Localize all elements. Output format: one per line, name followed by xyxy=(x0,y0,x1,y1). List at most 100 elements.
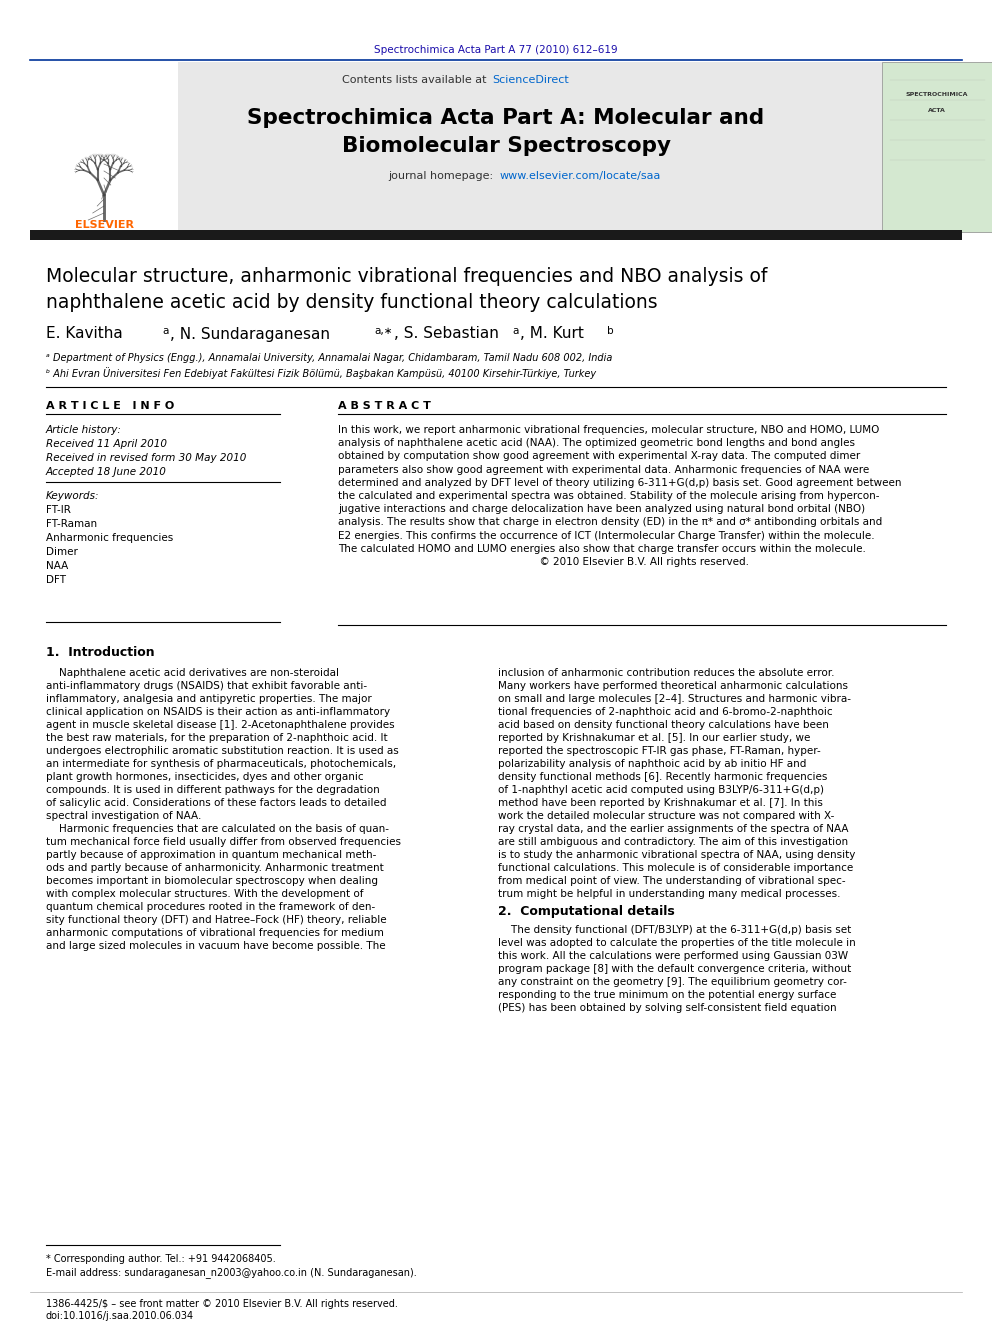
Text: inclusion of anharmonic contribution reduces the absolute error.: inclusion of anharmonic contribution red… xyxy=(498,668,834,677)
Text: any constraint on the geometry [9]. The equilibrium geometry cor-: any constraint on the geometry [9]. The … xyxy=(498,976,847,987)
Text: Dimer: Dimer xyxy=(46,546,78,557)
Text: is to study the anharmonic vibrational spectra of NAA, using density: is to study the anharmonic vibrational s… xyxy=(498,849,855,860)
Text: The calculated HOMO and LUMO energies also show that charge transfer occurs with: The calculated HOMO and LUMO energies al… xyxy=(338,544,866,554)
Bar xyxy=(30,62,178,232)
Text: acid based on density functional theory calculations have been: acid based on density functional theory … xyxy=(498,720,829,730)
Bar xyxy=(882,62,992,232)
Text: spectral investigation of NAA.: spectral investigation of NAA. xyxy=(46,811,201,822)
Text: the best raw materials, for the preparation of 2-naphthoic acid. It: the best raw materials, for the preparat… xyxy=(46,733,388,744)
Text: journal homepage:: journal homepage: xyxy=(388,171,497,181)
Text: a: a xyxy=(162,325,169,336)
Text: 1.  Introduction: 1. Introduction xyxy=(46,647,155,659)
Text: 2.  Computational details: 2. Computational details xyxy=(498,905,675,918)
Text: , M. Kurt: , M. Kurt xyxy=(520,327,584,341)
Text: quantum chemical procedures rooted in the framework of den-: quantum chemical procedures rooted in th… xyxy=(46,902,375,912)
Text: (PES) has been obtained by solving self-consistent field equation: (PES) has been obtained by solving self-… xyxy=(498,1003,836,1013)
Text: , S. Sebastian: , S. Sebastian xyxy=(394,327,499,341)
Text: Spectrochimica Acta Part A: Molecular and: Spectrochimica Acta Part A: Molecular an… xyxy=(247,108,765,128)
Text: of 1-naphthyl acetic acid computed using B3LYP/6-311+G(d,p): of 1-naphthyl acetic acid computed using… xyxy=(498,785,824,795)
Text: Biomolecular Spectroscopy: Biomolecular Spectroscopy xyxy=(341,136,671,156)
Text: Received in revised form 30 May 2010: Received in revised form 30 May 2010 xyxy=(46,452,246,463)
Text: plant growth hormones, insecticides, dyes and other organic: plant growth hormones, insecticides, dye… xyxy=(46,773,364,782)
Text: program package [8] with the default convergence criteria, without: program package [8] with the default con… xyxy=(498,964,851,974)
Text: tional frequencies of 2-naphthoic acid and 6-bromo-2-naphthoic: tional frequencies of 2-naphthoic acid a… xyxy=(498,706,832,717)
Text: partly because of approximation in quantum mechanical meth-: partly because of approximation in quant… xyxy=(46,849,376,860)
Text: Molecular structure, anharmonic vibrational frequencies and NBO analysis of: Molecular structure, anharmonic vibratio… xyxy=(46,266,768,286)
Text: obtained by computation show good agreement with experimental X-ray data. The co: obtained by computation show good agreem… xyxy=(338,451,860,462)
Text: , N. Sundaraganesan: , N. Sundaraganesan xyxy=(170,327,330,341)
Text: responding to the true minimum on the potential energy surface: responding to the true minimum on the po… xyxy=(498,990,836,1000)
Text: ᵇ Ahi Evran Üniversitesi Fen Edebiyat Fakültesi Fizik Bölümü, Başbakan Kampüsü, : ᵇ Ahi Evran Üniversitesi Fen Edebiyat Fa… xyxy=(46,366,596,378)
Text: E. Kavitha: E. Kavitha xyxy=(46,327,123,341)
Text: clinical application on NSAIDS is their action as anti-inflammatory: clinical application on NSAIDS is their … xyxy=(46,706,390,717)
Text: Accepted 18 June 2010: Accepted 18 June 2010 xyxy=(46,467,167,478)
Text: of salicylic acid. Considerations of these factors leads to detailed: of salicylic acid. Considerations of the… xyxy=(46,798,387,808)
Text: density functional methods [6]. Recently harmonic frequencies: density functional methods [6]. Recently… xyxy=(498,773,827,782)
Text: analysis of naphthalene acetic acid (NAA). The optimized geometric bond lengths : analysis of naphthalene acetic acid (NAA… xyxy=(338,438,855,448)
Text: anharmonic computations of vibrational frequencies for medium: anharmonic computations of vibrational f… xyxy=(46,927,384,938)
Text: b: b xyxy=(607,325,614,336)
Text: on small and large molecules [2–4]. Structures and harmonic vibra-: on small and large molecules [2–4]. Stru… xyxy=(498,695,851,704)
Text: a,∗: a,∗ xyxy=(374,325,393,336)
Text: E-mail address: sundaraganesan_n2003@yahoo.co.in (N. Sundaraganesan).: E-mail address: sundaraganesan_n2003@yah… xyxy=(46,1267,417,1278)
Text: NAA: NAA xyxy=(46,561,68,572)
Text: inflammatory, analgesia and antipyretic properties. The major: inflammatory, analgesia and antipyretic … xyxy=(46,695,372,704)
Text: level was adopted to calculate the properties of the title molecule in: level was adopted to calculate the prope… xyxy=(498,938,856,949)
Text: an intermediate for synthesis of pharmaceuticals, photochemicals,: an intermediate for synthesis of pharmac… xyxy=(46,759,396,769)
Text: becomes important in biomolecular spectroscopy when dealing: becomes important in biomolecular spectr… xyxy=(46,876,378,886)
Text: A R T I C L E   I N F O: A R T I C L E I N F O xyxy=(46,401,175,411)
Text: reported the spectroscopic FT-IR gas phase, FT-Raman, hyper-: reported the spectroscopic FT-IR gas pha… xyxy=(498,746,820,755)
Text: Contents lists available at: Contents lists available at xyxy=(342,75,490,85)
Text: ᵃ Department of Physics (Engg.), Annamalai University, Annamalai Nagar, Chidamba: ᵃ Department of Physics (Engg.), Annamal… xyxy=(46,353,612,363)
Text: compounds. It is used in different pathways for the degradation: compounds. It is used in different pathw… xyxy=(46,785,380,795)
Text: parameters also show good agreement with experimental data. Anharmonic frequenci: parameters also show good agreement with… xyxy=(338,464,869,475)
Text: FT-IR: FT-IR xyxy=(46,505,70,515)
Text: with complex molecular structures. With the development of: with complex molecular structures. With … xyxy=(46,889,363,900)
Text: work the detailed molecular structure was not compared with X-: work the detailed molecular structure wa… xyxy=(498,811,834,822)
Text: anti-inflammatory drugs (NSAIDS) that exhibit favorable anti-: anti-inflammatory drugs (NSAIDS) that ex… xyxy=(46,681,367,691)
Text: the calculated and experimental spectra was obtained. Stability of the molecule : the calculated and experimental spectra … xyxy=(338,491,880,501)
Text: undergoes electrophilic aromatic substitution reaction. It is used as: undergoes electrophilic aromatic substit… xyxy=(46,746,399,755)
Text: FT-Raman: FT-Raman xyxy=(46,519,97,529)
Text: analysis. The results show that charge in electron density (ED) in the π* and σ*: analysis. The results show that charge i… xyxy=(338,517,882,528)
Text: jugative interactions and charge delocalization have been analyzed using natural: jugative interactions and charge delocal… xyxy=(338,504,865,515)
Text: © 2010 Elsevier B.V. All rights reserved.: © 2010 Elsevier B.V. All rights reserved… xyxy=(338,557,749,568)
Text: 1386-4425/$ – see front matter © 2010 Elsevier B.V. All rights reserved.: 1386-4425/$ – see front matter © 2010 El… xyxy=(46,1299,398,1308)
Bar xyxy=(30,230,962,239)
Text: www.elsevier.com/locate/saa: www.elsevier.com/locate/saa xyxy=(500,171,662,181)
Text: are still ambiguous and contradictory. The aim of this investigation: are still ambiguous and contradictory. T… xyxy=(498,837,848,847)
Text: this work. All the calculations were performed using Gaussian 03W: this work. All the calculations were per… xyxy=(498,951,848,960)
Text: ray crystal data, and the earlier assignments of the spectra of NAA: ray crystal data, and the earlier assign… xyxy=(498,824,848,833)
Text: Spectrochimica Acta Part A 77 (2010) 612–619: Spectrochimica Acta Part A 77 (2010) 612… xyxy=(374,45,618,56)
Text: In this work, we report anharmonic vibrational frequencies, molecular structure,: In this work, we report anharmonic vibra… xyxy=(338,425,879,435)
Text: A B S T R A C T: A B S T R A C T xyxy=(338,401,431,411)
Text: and large sized molecules in vacuum have become possible. The: and large sized molecules in vacuum have… xyxy=(46,941,386,951)
Text: tum mechanical force field usually differ from observed frequencies: tum mechanical force field usually diffe… xyxy=(46,837,401,847)
Text: reported by Krishnakumar et al. [5]. In our earlier study, we: reported by Krishnakumar et al. [5]. In … xyxy=(498,733,810,744)
Text: sity functional theory (DFT) and Hatree–Fock (HF) theory, reliable: sity functional theory (DFT) and Hatree–… xyxy=(46,916,387,925)
Text: polarizability analysis of naphthoic acid by ab initio HF and: polarizability analysis of naphthoic aci… xyxy=(498,759,806,769)
Text: ELSEVIER: ELSEVIER xyxy=(74,220,134,230)
Text: ScienceDirect: ScienceDirect xyxy=(492,75,568,85)
Text: * Corresponding author. Tel.: +91 9442068405.: * Corresponding author. Tel.: +91 944206… xyxy=(46,1254,276,1263)
Text: Naphthalene acetic acid derivatives are non-steroidal: Naphthalene acetic acid derivatives are … xyxy=(46,668,339,677)
Text: method have been reported by Krishnakumar et al. [7]. In this: method have been reported by Krishnakuma… xyxy=(498,798,823,808)
Text: E2 energies. This confirms the occurrence of ICT (Intermolecular Charge Transfer: E2 energies. This confirms the occurrenc… xyxy=(338,531,875,541)
Text: Many workers have performed theoretical anharmonic calculations: Many workers have performed theoretical … xyxy=(498,681,848,691)
Text: agent in muscle skeletal disease [1]. 2-Acetonaphthalene provides: agent in muscle skeletal disease [1]. 2-… xyxy=(46,720,395,730)
Text: doi:10.1016/j.saa.2010.06.034: doi:10.1016/j.saa.2010.06.034 xyxy=(46,1311,194,1320)
Text: The density functional (DFT/B3LYP) at the 6-311+G(d,p) basis set: The density functional (DFT/B3LYP) at th… xyxy=(498,925,851,935)
Text: ACTA: ACTA xyxy=(929,107,946,112)
Text: Received 11 April 2010: Received 11 April 2010 xyxy=(46,439,167,448)
Text: from medical point of view. The understanding of vibrational spec-: from medical point of view. The understa… xyxy=(498,876,845,886)
Text: determined and analyzed by DFT level of theory utilizing 6-311+G(d,p) basis set.: determined and analyzed by DFT level of … xyxy=(338,478,902,488)
Text: Article history:: Article history: xyxy=(46,425,122,435)
Text: Anharmonic frequencies: Anharmonic frequencies xyxy=(46,533,174,542)
Text: Keywords:: Keywords: xyxy=(46,491,99,501)
Text: SPECTROCHIMICA: SPECTROCHIMICA xyxy=(906,93,968,98)
Text: a: a xyxy=(512,325,519,336)
Text: trum might be helpful in understanding many medical processes.: trum might be helpful in understanding m… xyxy=(498,889,840,900)
Text: ods and partly because of anharmonicity. Anharmonic treatment: ods and partly because of anharmonicity.… xyxy=(46,863,384,873)
Text: naphthalene acetic acid by density functional theory calculations: naphthalene acetic acid by density funct… xyxy=(46,294,658,312)
Bar xyxy=(30,62,882,232)
